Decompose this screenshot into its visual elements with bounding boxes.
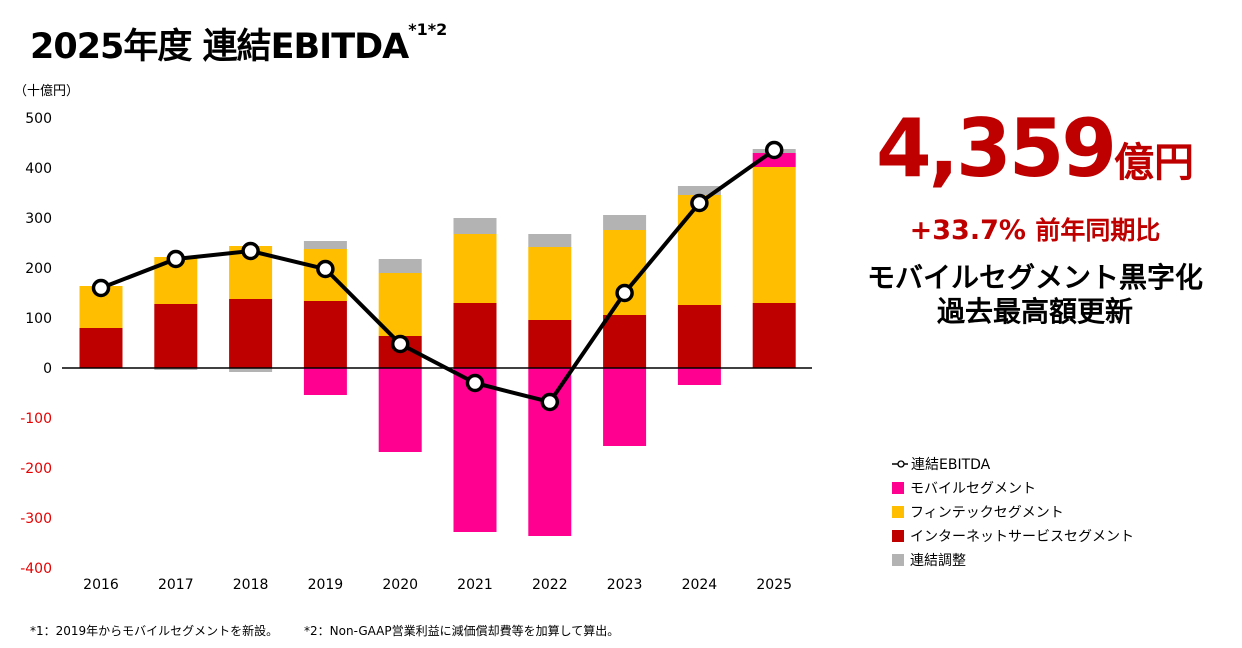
bar-segment (303, 241, 347, 249)
message-1: モバイルセグメント黒字化 (866, 261, 1203, 294)
x-tick-label: 2024 (682, 577, 718, 593)
x-tick-label: 2020 (382, 577, 418, 593)
legend-swatch (892, 530, 904, 542)
x-tick-label: 2021 (457, 577, 493, 593)
x-tick-label: 2019 (308, 577, 344, 593)
y-tick-label: 0 (43, 361, 52, 377)
bar-segment (453, 234, 497, 303)
legend-item: モバイルセグメント (892, 476, 1134, 500)
bar-segment (677, 195, 721, 305)
bar-segment (453, 368, 497, 532)
x-tick-label: 2022 (532, 577, 568, 593)
y-tick-label: 500 (25, 111, 52, 127)
bar-segment (378, 368, 422, 452)
ebitda-point (540, 392, 560, 412)
ebitda-point (91, 278, 111, 298)
ebitda-point (615, 283, 634, 303)
bar-segment (752, 303, 796, 368)
bar-segment (677, 368, 721, 385)
ebitda-line (100, 148, 776, 405)
legend-label: 連結調整 (910, 553, 966, 569)
bar-segment (677, 186, 721, 195)
legend-item: 連結EBITDA (892, 452, 1134, 476)
y-tick-label: -400 (20, 561, 52, 577)
bar-segment (303, 301, 347, 368)
ebitda-point (690, 193, 709, 213)
y-tick-label: -300 (20, 511, 52, 527)
ebitda-point (166, 249, 186, 269)
legend-item: フィンテックセグメント (892, 500, 1134, 524)
x-tick-label: 2018 (233, 577, 269, 593)
legend-label: フィンテックセグメント (910, 505, 1064, 521)
bar-segment (677, 305, 721, 368)
ebitda-point (316, 259, 335, 279)
y-tick-label: 200 (25, 261, 52, 277)
legend-item: インターネットサービスセグメント (892, 524, 1134, 548)
bar-segment (378, 259, 422, 273)
footnotes: *1：2019年からモバイルセグメントを新設。 *2：Non-GAAP営業利益に… (30, 622, 641, 639)
bar-segment (378, 273, 422, 336)
bar-segment (603, 215, 647, 230)
y-tick-label: 300 (25, 211, 52, 227)
legend-swatch (892, 506, 904, 518)
y-tick-label: 100 (25, 311, 52, 327)
legend-item: 連結調整 (892, 548, 1134, 572)
bar-segment (229, 299, 273, 368)
growth-label: 前年同期比 (1035, 216, 1161, 245)
bar-segment (154, 304, 198, 368)
x-tick-label: 2016 (83, 577, 119, 593)
kpi-panel: 4,359億円 +33.7% 前年同期比 モバイルセグメント黒字化 過去最高額更… (840, 105, 1230, 329)
ebitda-point (390, 334, 410, 354)
legend-swatch (892, 554, 904, 566)
bar-segment (154, 368, 198, 370)
ebitda-chart: 500 400 300 200 100 0 -100 -200 -300 -400 2016 2017… (20, 111, 812, 593)
x-tick-label: 2023 (607, 577, 643, 593)
ebitda-point (764, 140, 784, 160)
bar-segment (752, 167, 796, 303)
kpi-growth: +33.7% 前年同期比 (840, 211, 1230, 247)
bar-segment (603, 368, 647, 446)
bar-segment (79, 328, 123, 368)
bar-segment (303, 368, 347, 395)
kpi-unit: 億円 (1114, 140, 1195, 186)
bar-segment (453, 218, 497, 234)
legend: 連結EBITDA モバイルセグメントフィンテックセグメントインターネットサービスセ… (892, 452, 1134, 572)
message-2: 過去最高額更新 (936, 295, 1133, 328)
kpi-value: 4,359億円 (840, 105, 1230, 207)
x-tick-label: 2025 (756, 577, 792, 593)
x-tick-label: 2017 (158, 577, 194, 593)
ebitda-point (465, 373, 485, 393)
y-tick-label: -200 (20, 461, 52, 477)
title-footnote-marks: *1*2 (408, 20, 448, 39)
y-axis-unit: （十億円） (14, 84, 80, 99)
bar-segment (528, 234, 572, 247)
legend-label: モバイルセグメント (910, 481, 1036, 497)
line-marker-icon (892, 460, 908, 468)
y-tick-label: -100 (20, 411, 52, 427)
bar-segment (603, 315, 647, 368)
bar-segment (528, 247, 572, 320)
y-tick-label: 400 (25, 161, 52, 177)
ebitda-point (241, 241, 260, 261)
footnote-2: *2：Non-GAAP営業利益に減価償却費等を加算して算出。 (304, 624, 620, 638)
footnote-1: *1：2019年からモバイルセグメントを新設。 (30, 624, 279, 638)
bar-segment (229, 368, 273, 372)
legend-swatch (892, 482, 904, 494)
title-text: 2025年度 連結EBITDA (30, 27, 409, 67)
bar-segment (528, 320, 572, 368)
legend-label: インターネットサービスセグメント (910, 529, 1134, 545)
chart-title: 2025年度 連結EBITDA*1*2 (30, 18, 447, 69)
kpi-number: 4,359 (875, 102, 1117, 195)
growth-value: +33.7% (909, 215, 1026, 246)
bar-segment (453, 303, 497, 368)
legend-label: 連結EBITDA (911, 457, 991, 473)
